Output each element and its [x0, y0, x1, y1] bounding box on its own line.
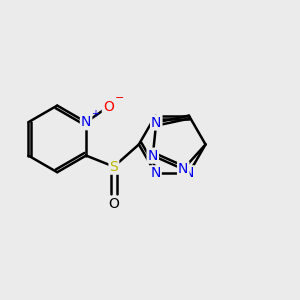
Text: N: N [81, 115, 91, 129]
Text: N: N [150, 166, 161, 180]
Text: N: N [178, 162, 188, 176]
Text: N: N [151, 116, 161, 130]
Text: N: N [184, 166, 194, 180]
Text: O: O [108, 197, 119, 211]
Text: S: S [110, 160, 118, 174]
Text: O: O [103, 100, 114, 114]
Text: −: − [115, 93, 124, 103]
Text: +: + [91, 109, 99, 118]
Text: N: N [148, 149, 158, 163]
